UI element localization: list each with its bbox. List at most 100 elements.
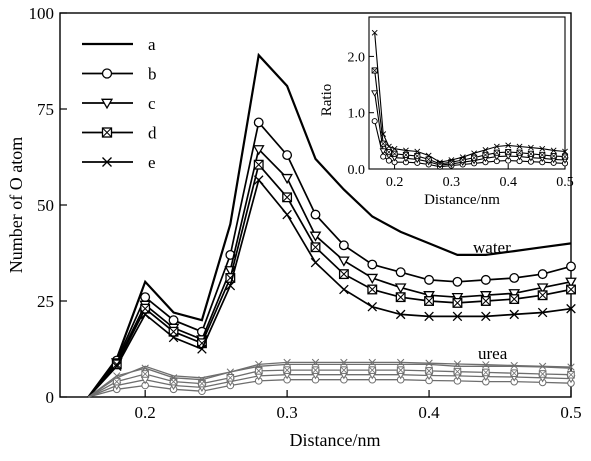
marker-shape [367,302,378,312]
data-point [112,377,121,386]
marker-cross [505,149,512,155]
inset-plot-frame [368,16,566,170]
inset-data-point [448,157,455,163]
marker-shape [140,292,151,303]
marker-cross [371,67,378,74]
y-tick-label: 75 [37,100,54,119]
data-point [367,259,378,270]
inset-data-point [380,131,387,138]
marker-shape [567,363,575,371]
inset-data-point [385,149,392,156]
main-xlabel: Distance/nm [290,430,381,450]
marker-shape [310,209,321,220]
marker-shape [448,157,455,163]
marker-cross [528,150,534,157]
data-point [141,370,149,378]
marker-cross [310,242,321,252]
marker-cross [510,369,518,377]
inset-data-point [379,148,387,155]
marker-shape [424,311,434,322]
data-point [253,159,264,170]
marker-cross [282,192,292,202]
data-point [282,209,292,220]
data-point [168,332,179,343]
marker-shape [451,292,464,304]
data-point [565,277,577,288]
marker-cross [453,368,462,376]
marker-shape [516,143,523,150]
data-point [283,366,291,374]
data-point [538,362,547,370]
data-point [397,358,405,367]
inset-data-point [414,153,421,160]
series-line [88,374,572,398]
inset-data-point [482,151,489,158]
data-point [479,291,492,302]
data-point [340,358,348,367]
marker-cross [539,370,547,378]
y-tick-label: 50 [37,196,54,215]
marker-shape [309,231,322,242]
data-point [452,297,463,308]
marker-shape [537,269,548,280]
marker-cross [395,292,406,302]
marker-shape [102,157,112,167]
legend-entry-b: b [82,65,157,84]
data-point [394,283,407,294]
marker-shape [255,360,263,369]
data-point [197,344,207,354]
inset-data-point [391,145,398,152]
data-point [311,358,320,367]
data-point [537,290,548,301]
data-point [113,372,121,380]
marker-shape [310,257,321,268]
data-point [537,307,548,318]
data-point [338,240,349,251]
inset-data-point [371,90,379,97]
marker-cross [380,140,387,147]
series-water-a [87,52,572,398]
inset-data-point [402,151,409,158]
marker-shape [452,276,463,287]
marker-shape [481,311,491,322]
data-point [566,303,576,314]
marker-shape [536,283,549,294]
legend-marker [101,68,113,79]
inset-y-tick-label: 0.0 [348,163,366,178]
marker-shape [168,332,179,343]
data-point [253,117,264,128]
data-point [340,366,348,374]
inset-xlabel: Distance/nm [424,192,500,208]
inset-data-point [391,150,398,157]
marker-cross [471,154,477,161]
marker-shape [395,267,406,278]
series-water-d [87,159,576,398]
legend-marker [101,127,113,138]
data-point [254,367,263,375]
marker-cross [459,157,466,163]
data-point [481,311,491,322]
marker-shape [538,362,547,370]
data-point [510,361,518,370]
marker-cross [367,284,377,295]
marker-shape [437,159,443,166]
data-point [452,276,463,287]
data-point [451,292,464,304]
marker-cross [141,370,149,378]
marker-cross [226,374,234,382]
data-point [311,366,320,374]
marker-shape [385,143,392,150]
marker-shape [482,146,489,153]
data-point [482,368,490,377]
legend-label: b [148,65,157,84]
data-point [140,292,151,303]
marker-shape [253,117,264,128]
marker-shape [395,309,406,320]
data-point [395,292,406,303]
marker-shape [226,368,234,376]
series-urea-e [88,358,575,398]
inset-data-point [539,145,546,152]
inset-data-point [371,67,378,74]
inset-data-point [385,143,392,150]
